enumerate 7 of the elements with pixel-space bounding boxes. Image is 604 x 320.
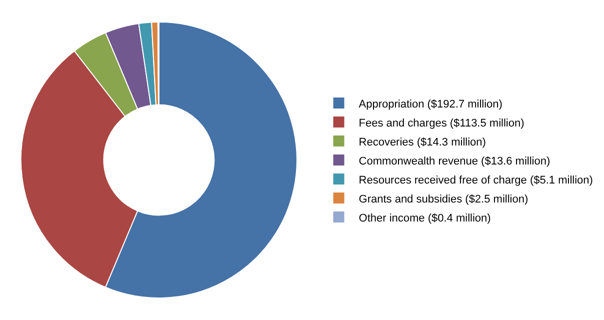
legend-label: Resources received free of charge ($5.1 million) — [358, 174, 593, 186]
legend-label: Recoveries ($14.3 million) — [358, 136, 486, 148]
legend-label: Commonwealth revenue ($13.6 million) — [358, 155, 550, 168]
legend-label: Appropriation ($192.7 million) — [358, 98, 502, 110]
legend-label: Grants and subsidies ($2.5 million) — [358, 193, 528, 206]
legend-label: Fees and charges ($113.5 million) — [358, 117, 524, 130]
legend-label: Other income ($0.4 million) — [358, 212, 491, 224]
